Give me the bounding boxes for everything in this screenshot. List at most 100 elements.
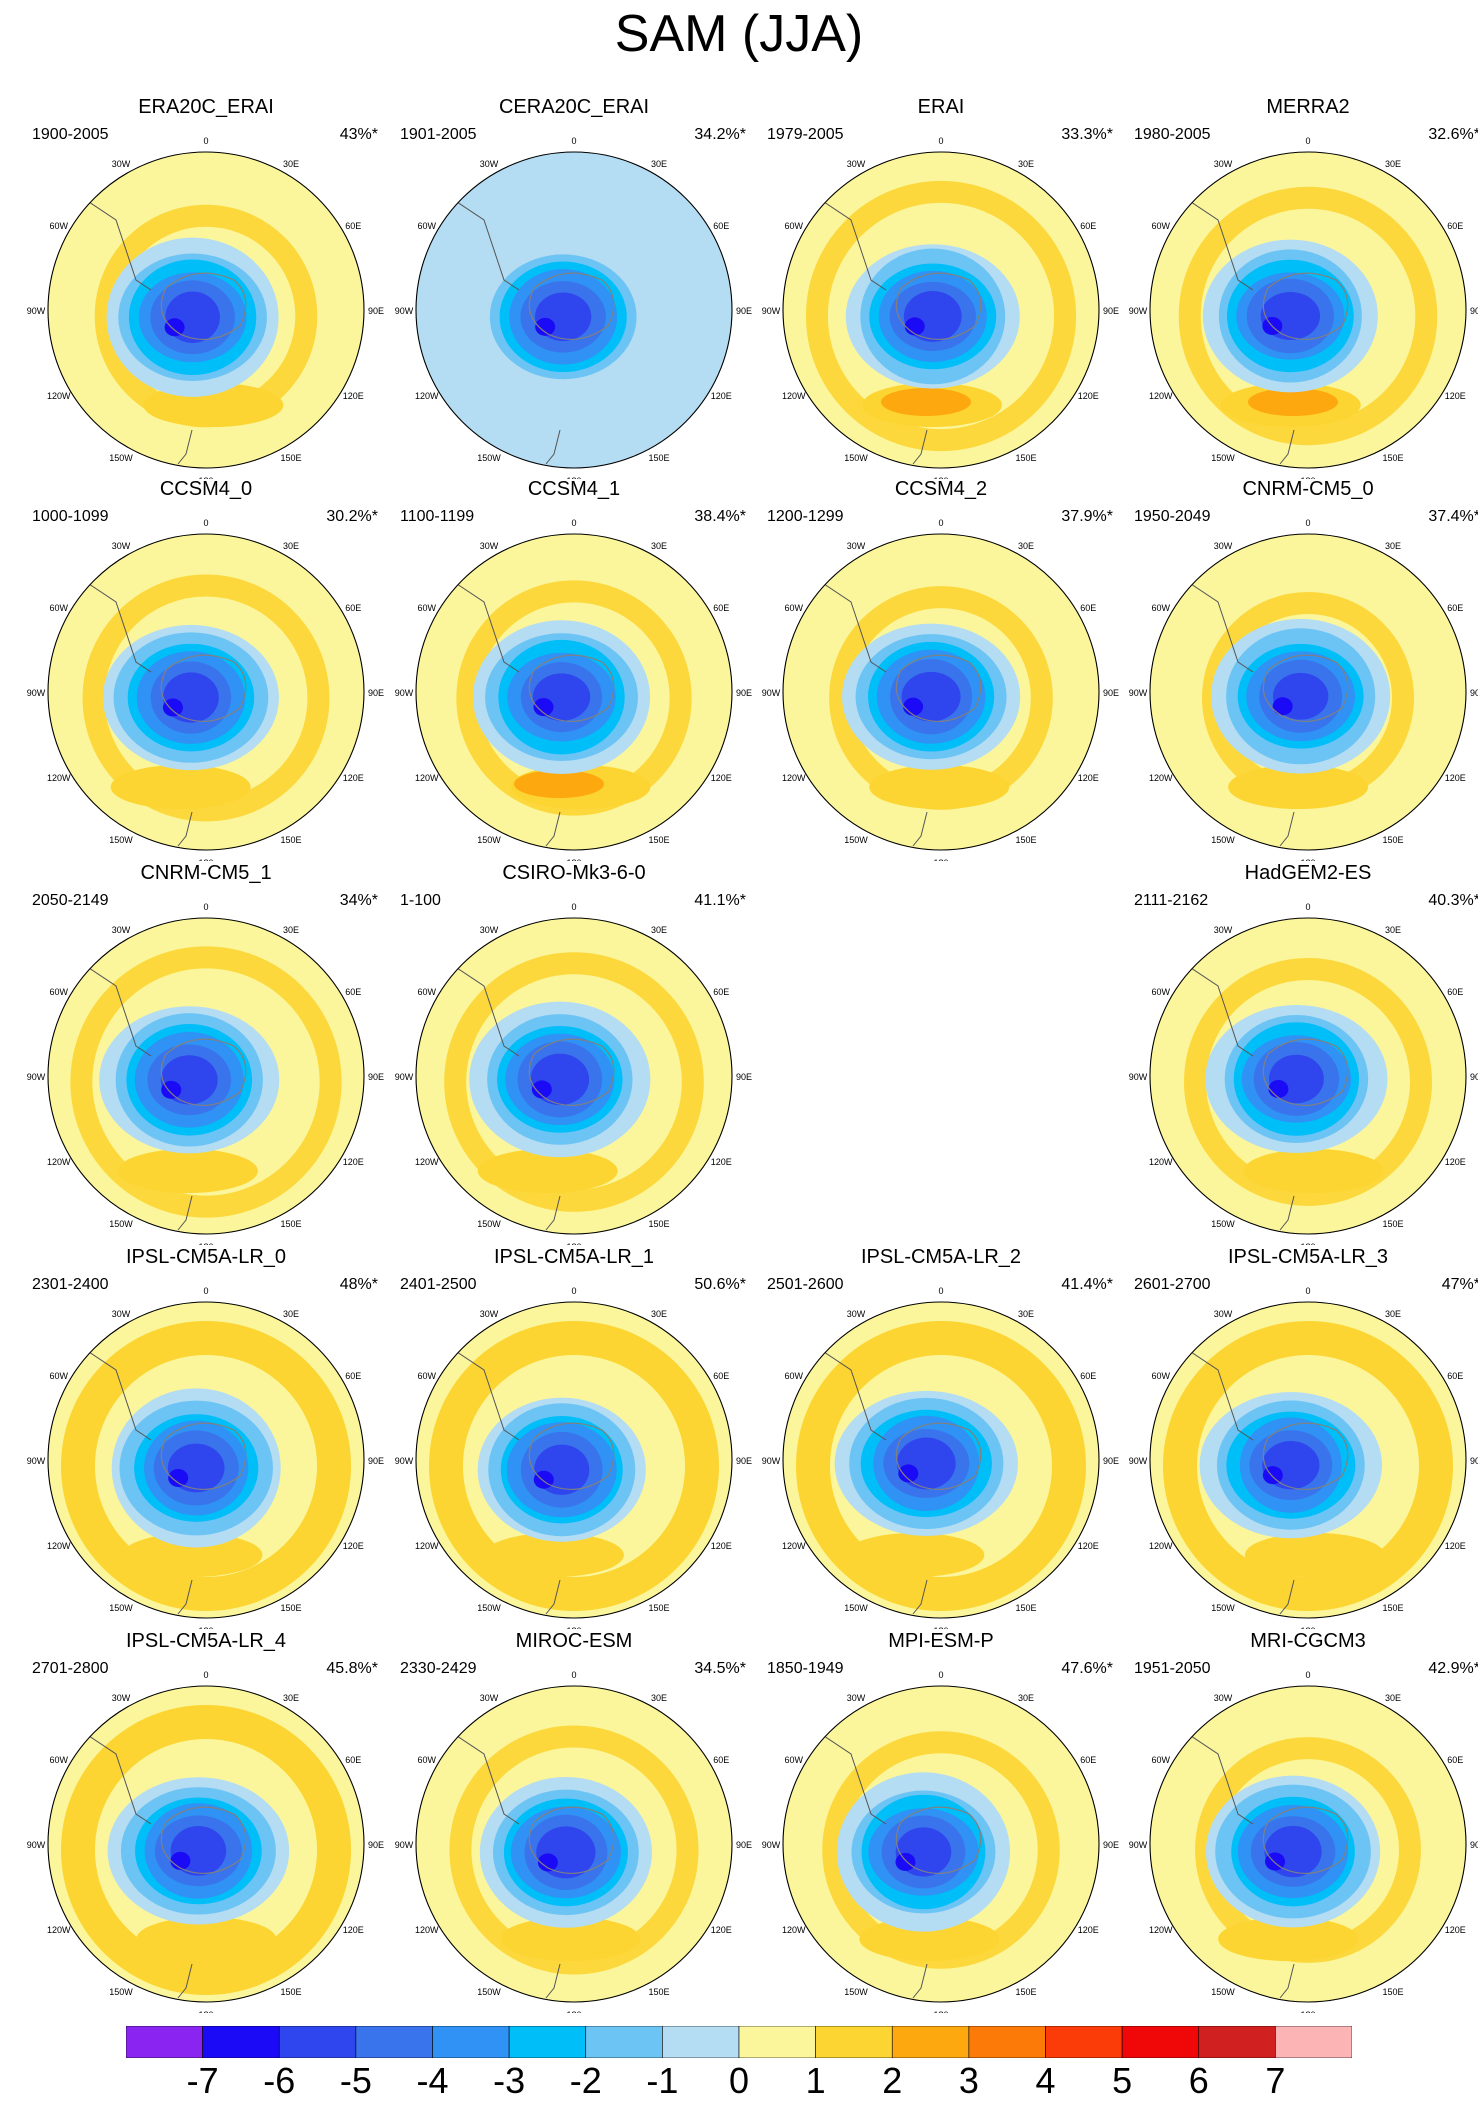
longitude-label: 150E — [648, 1219, 669, 1229]
colorbar-swatch — [1275, 2026, 1352, 2058]
colorbar-label: 5 — [1112, 2060, 1133, 2101]
panel-percent: 38.4%* — [694, 508, 746, 525]
longitude-label: 30W — [112, 1693, 131, 1703]
longitude-label: 120E — [711, 1157, 732, 1167]
coastline — [895, 1806, 982, 1874]
coastline — [1279, 811, 1295, 847]
longitude-label: 60E — [345, 221, 361, 231]
negative-anomaly-core — [898, 1464, 919, 1483]
polar-map: 0 30E 60E 90E 120E 150E 180 150W 120W 90W 60W 30W — [762, 136, 1119, 479]
longitude-label: 150W — [844, 1603, 868, 1613]
longitude-label: 60W — [1152, 1371, 1171, 1381]
longitude-label: 60E — [713, 603, 729, 613]
panel-title: IPSL-CM5A-LR_4 — [125, 1630, 287, 1652]
longitude-label: 150E — [648, 1987, 669, 1997]
longitude-label: 90E — [1103, 306, 1119, 316]
coastline — [545, 1195, 561, 1231]
longitude-label: 60W — [785, 603, 804, 613]
longitude-label: 30E — [283, 159, 299, 169]
longitude-label: 0 — [203, 902, 208, 912]
map-panel: ERA20C_ERAI 1900-2005 43%* 0 30E 60E 90E 120E 15… — [22, 96, 390, 481]
longitude-label: 150W — [1211, 835, 1235, 845]
polar-map: 0 30E 60E 90E 120E 150E 180 150W 120W 90W 60W 30W — [762, 1670, 1119, 2013]
colorbar-label: -5 — [339, 2060, 372, 2101]
positive-anomaly-band — [82, 574, 330, 822]
negative-anomaly-core — [535, 317, 556, 336]
longitude-label: 30W — [112, 159, 131, 169]
longitude-label: 150E — [280, 453, 301, 463]
longitude-label: 90W — [395, 688, 414, 698]
longitude-label: 180 — [1300, 858, 1315, 861]
longitude-label: 90E — [736, 688, 752, 698]
colorbar-label: 7 — [1265, 2060, 1286, 2101]
colorbar-swatch — [738, 2026, 816, 2058]
longitude-label: 150W — [844, 1987, 868, 1997]
longitude-label: 120E — [1445, 1925, 1466, 1935]
longitude-label: 150W — [477, 1603, 501, 1613]
colorbar-swatch — [1198, 2026, 1276, 2058]
longitude-label: 60W — [785, 221, 804, 231]
longitude-label: 120E — [343, 1541, 364, 1551]
longitude-label: 30E — [283, 541, 299, 551]
panel-percent: 34%* — [339, 892, 378, 909]
panel-title: MIROC-ESM — [515, 1630, 633, 1652]
longitude-label: 120W — [415, 1157, 439, 1167]
panel-title: CSIRO-Mk3-6-0 — [502, 862, 646, 884]
map-border — [415, 917, 733, 1235]
negative-anomaly-core — [1268, 1079, 1289, 1098]
longitude-label: 120E — [1445, 391, 1466, 401]
coastline — [177, 1195, 193, 1231]
longitude-label: 0 — [203, 518, 208, 528]
polar-map: 0 30E 60E 90E 120E 150E 180 150W 120W 90W 60W 30W — [27, 1286, 384, 1629]
positive-anomaly-band — [796, 1321, 1086, 1611]
longitude-label: 150E — [1015, 1987, 1036, 1997]
longitude-label: 120W — [1149, 1541, 1173, 1551]
colorbar-swatch — [585, 2026, 663, 2058]
panel-percent: 41.1%* — [694, 892, 746, 909]
longitude-label: 150W — [1211, 453, 1235, 463]
longitude-label: 150W — [109, 835, 133, 845]
coastline — [895, 1422, 982, 1490]
longitude-label: 90W — [27, 688, 46, 698]
coastline — [160, 1422, 247, 1490]
negative-anomaly-core — [904, 317, 925, 336]
longitude-label: 150W — [109, 1987, 133, 1997]
negative-anomaly-core — [533, 698, 554, 717]
panel-title: CERA20C_ERAI — [498, 96, 650, 118]
longitude-label: 0 — [571, 1286, 576, 1296]
longitude-label: 90E — [1470, 1456, 1478, 1466]
negative-anomaly-core — [161, 1080, 182, 1099]
longitude-label: 90E — [1470, 1072, 1478, 1082]
longitude-label: 150E — [648, 453, 669, 463]
map-panel: IPSL-CM5A-LR_0 2301-2400 48%* 0 30E 60E 90E 120… — [22, 1246, 390, 1631]
colorbar-swatch — [202, 2026, 280, 2058]
longitude-label: 120W — [1149, 391, 1173, 401]
longitude-label: 90E — [368, 688, 384, 698]
longitude-label: 180 — [933, 858, 948, 861]
map-panel: ERAI 1979-2005 33.3%* 0 30E 60E 90E 120E 150E 180… — [757, 96, 1125, 481]
longitude-label: 0 — [1305, 1670, 1310, 1680]
longitude-label: 30E — [283, 1693, 299, 1703]
longitude-label: 60E — [1080, 221, 1096, 231]
longitude-label: 30W — [480, 1309, 499, 1319]
longitude-label: 150E — [1015, 1603, 1036, 1613]
panel-title: CCSM4_1 — [527, 478, 621, 500]
polar-map: 0 30E 60E 90E 120E 150E 180 150W 120W 90W 60W 30W — [1129, 1670, 1478, 2013]
longitude-label: 120W — [782, 773, 806, 783]
map-panel: IPSL-CM5A-LR_1 2401-2500 50.6%* 0 30E 60E 90E 1… — [390, 1246, 758, 1631]
longitude-label: 90W — [395, 1456, 414, 1466]
longitude-label: 120W — [782, 1541, 806, 1551]
panel-title: MPI-ESM-P — [888, 1630, 994, 1652]
longitude-label: 60E — [1447, 221, 1463, 231]
longitude-label: 90W — [1129, 1840, 1148, 1850]
map-panel: CCSM4_2 1200-1299 37.9%* 0 30E 60E 90E 120E 150E… — [757, 478, 1125, 863]
longitude-label: 90W — [762, 306, 781, 316]
polar-map: 0 30E 60E 90E 120E 150E 180 150W 120W 90W 60W 30W — [395, 518, 752, 861]
coastline — [1262, 1422, 1349, 1490]
longitude-label: 150E — [1015, 835, 1036, 845]
longitude-label: 30W — [112, 541, 131, 551]
panel-title: IPSL-CM5A-LR_1 — [493, 1246, 655, 1268]
panel-period: 2050-2149 — [32, 892, 109, 909]
polar-map: 0 30E 60E 90E 120E 150E 180 150W 120W 90W 60W 30W — [395, 902, 752, 1245]
longitude-label: 60W — [418, 1755, 437, 1765]
